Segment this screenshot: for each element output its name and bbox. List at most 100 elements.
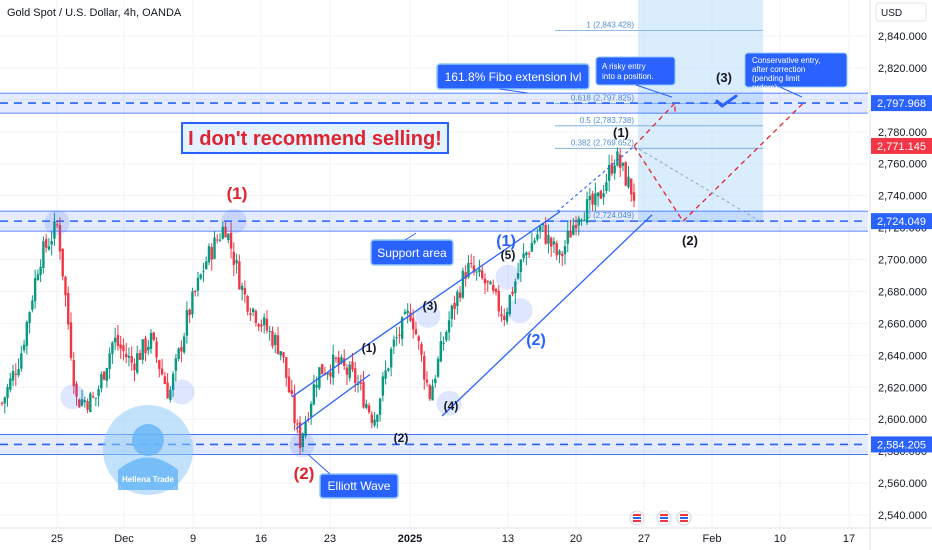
- price-tick-label: 2,820.000: [878, 63, 927, 75]
- candle: [304, 416, 307, 439]
- candle: [420, 341, 423, 362]
- candle-body: [72, 360, 75, 387]
- candle: [282, 351, 285, 364]
- candle-body: [362, 381, 365, 408]
- candle-body: [572, 225, 575, 235]
- candle-body: [320, 364, 324, 375]
- candle-body: [138, 353, 142, 360]
- candle-body: [469, 262, 473, 264]
- candle-body: [80, 399, 84, 406]
- candle: [274, 332, 277, 354]
- candle-body: [541, 223, 545, 226]
- candle-body: [594, 193, 597, 206]
- candle-body: [169, 389, 172, 400]
- candle-body: [246, 296, 249, 312]
- candle: [301, 432, 305, 453]
- candle: [89, 391, 92, 413]
- candle-body: [632, 192, 636, 201]
- candle: [599, 189, 603, 200]
- candle: [290, 379, 293, 397]
- candle-body: [530, 243, 534, 252]
- candle-body: [434, 379, 437, 384]
- candle: [481, 265, 484, 281]
- chart-title: Gold Spot / U.S. Dollar, 4h, OANDA: [7, 7, 182, 19]
- candle: [105, 367, 109, 388]
- candle: [362, 370, 365, 409]
- candle: [619, 148, 622, 177]
- candle-body: [395, 337, 398, 339]
- wave-label: (2): [394, 431, 409, 445]
- candle: [552, 237, 556, 254]
- candle: [621, 162, 625, 172]
- candle-body: [276, 335, 280, 354]
- candle: [55, 220, 59, 229]
- economic-event-flag-icon[interactable]: [656, 510, 672, 526]
- candle-body: [130, 356, 133, 363]
- economic-event-flag-icon[interactable]: [676, 510, 692, 526]
- candle: [464, 265, 467, 287]
- candle: [147, 340, 150, 355]
- candle: [102, 370, 106, 381]
- pivot-marker: [44, 210, 70, 236]
- candle: [354, 362, 357, 393]
- candle-body: [94, 397, 98, 399]
- candle-body: [287, 376, 291, 393]
- candle: [519, 259, 523, 282]
- candle-body: [447, 320, 451, 333]
- candle: [594, 182, 597, 212]
- flag-stripe: [660, 520, 668, 522]
- candle-body: [293, 394, 296, 423]
- candle-body: [265, 318, 269, 331]
- candle: [69, 312, 73, 361]
- candle: [577, 215, 581, 236]
- candle: [591, 190, 594, 212]
- economic-event-flag-icon[interactable]: [629, 510, 645, 526]
- candle: [196, 271, 200, 297]
- price-tick-label: 2,840.000: [878, 31, 927, 43]
- candle-body: [240, 285, 244, 290]
- candle: [44, 234, 48, 253]
- elliott-wave-callout-text: Elliott Wave: [328, 479, 391, 493]
- candle-body: [389, 348, 393, 368]
- candle-body: [550, 237, 553, 247]
- candle: [180, 340, 183, 363]
- candle: [50, 231, 53, 256]
- candle: [36, 269, 40, 281]
- candle-body: [591, 193, 594, 205]
- candle: [533, 237, 536, 245]
- candle: [434, 375, 437, 388]
- candle: [309, 401, 313, 425]
- candle: [387, 367, 390, 372]
- price-badge: [871, 213, 932, 230]
- candle-body: [577, 218, 581, 226]
- candle: [574, 216, 578, 236]
- candle-body: [160, 368, 164, 375]
- candle: [569, 219, 572, 238]
- currency-button[interactable]: [875, 2, 927, 22]
- candle-body: [232, 251, 236, 265]
- candle: [243, 280, 247, 303]
- candle: [257, 322, 260, 332]
- candle: [210, 243, 213, 271]
- candle: [417, 334, 420, 351]
- candle-body: [309, 403, 313, 417]
- candle: [232, 242, 236, 277]
- candle: [67, 286, 70, 330]
- candle: [572, 217, 575, 236]
- candle: [334, 356, 338, 363]
- candle-body: [268, 331, 271, 333]
- candle: [384, 360, 387, 385]
- price-tick-label: 2,700.000: [878, 255, 927, 267]
- candle-body: [580, 219, 583, 221]
- candle: [216, 234, 219, 244]
- candle-body: [180, 346, 183, 352]
- candle-body: [235, 260, 238, 264]
- candle: [133, 358, 136, 382]
- candle-body: [420, 344, 423, 355]
- candle-body: [610, 163, 614, 174]
- candle-body: [409, 312, 412, 321]
- candle-body: [458, 292, 462, 298]
- candle: [17, 358, 20, 378]
